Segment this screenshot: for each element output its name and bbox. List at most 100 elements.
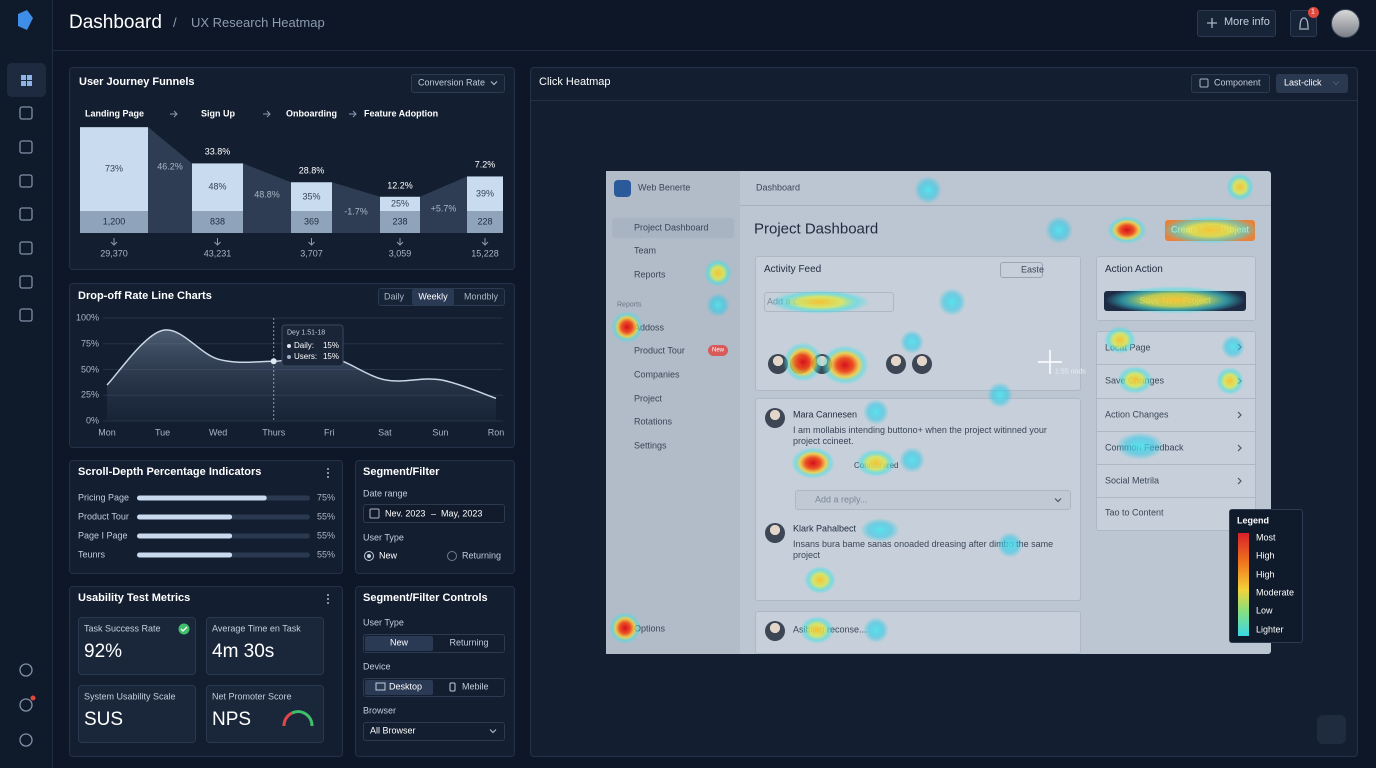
radio-label[interactable]: Returning xyxy=(462,550,502,561)
toggle-option[interactable]: Desktop xyxy=(389,681,423,692)
drop-label: -1.7% xyxy=(344,205,368,216)
browser-dropdown[interactable] xyxy=(363,722,505,741)
legend-scale xyxy=(1238,533,1249,636)
help-button[interactable] xyxy=(1317,715,1346,744)
mock-action-item[interactable]: Common Feedback xyxy=(1105,442,1184,453)
tab[interactable]: Daily xyxy=(383,291,405,302)
metric-label: Average Time en Task xyxy=(212,623,301,634)
avatar[interactable] xyxy=(1331,9,1360,38)
tooltip-value: 15% xyxy=(322,352,339,361)
sidebar-active[interactable] xyxy=(7,63,46,97)
card-title: Click Heatmap xyxy=(539,76,611,89)
legend-label: Lighter xyxy=(1256,624,1284,635)
bar-value-label: 48% xyxy=(208,181,227,192)
mock-button-label[interactable]: Easte xyxy=(1021,264,1045,275)
value-label: 75% xyxy=(317,492,336,503)
tab[interactable]: Mondbly xyxy=(463,291,499,302)
metric-label: Net Promoter Score xyxy=(212,691,292,702)
field-label: User Type xyxy=(363,532,404,543)
toggle-active[interactable] xyxy=(365,636,433,651)
mock-action-item[interactable]: Locat Page xyxy=(1105,342,1151,353)
metric-tile xyxy=(78,685,196,743)
mock-nav-item[interactable]: Companies xyxy=(634,369,680,380)
bar-value-label: 73% xyxy=(104,163,124,174)
tab[interactable]: Weekly xyxy=(418,291,448,302)
funnel-card xyxy=(69,67,515,270)
mock-divider xyxy=(1096,431,1256,432)
drop-label: +5.7% xyxy=(430,202,457,213)
mock-reply-input[interactable] xyxy=(795,490,1071,510)
stage-total: 43,231 xyxy=(203,248,232,259)
x-tick-label: Ron xyxy=(487,427,505,438)
row-label: Pricing Page xyxy=(78,492,130,503)
button-label[interactable]: Last-click xyxy=(1284,77,1322,88)
bar-count: 238 xyxy=(392,216,408,227)
conversion-label: 33.8% xyxy=(204,146,231,157)
mock-nav-item[interactable]: Team xyxy=(634,245,657,256)
mock-comment: I am mollabis intending buttono+ when th… xyxy=(793,425,1047,447)
mock-comment: Insans bura bame sanas onoaded dreasing … xyxy=(793,539,1054,561)
mock-action-item[interactable]: Tao to Content xyxy=(1105,507,1164,518)
card-title: Drop-off Rate Line Charts xyxy=(78,290,212,303)
date-input[interactable] xyxy=(363,504,505,523)
tab-active[interactable] xyxy=(412,289,454,305)
dropdown-label[interactable]: Conversion Rate xyxy=(418,77,486,88)
mock-header: Dashboard xyxy=(756,182,801,193)
stage-total: 15,228 xyxy=(471,248,499,259)
value-label: 55% xyxy=(317,549,336,560)
toggle-option[interactable]: New xyxy=(389,637,409,648)
page-title: Dashboard xyxy=(69,12,162,34)
mock-action-item[interactable]: Save Changes xyxy=(1105,375,1165,386)
mock-placeholder: Add a comment... xyxy=(767,296,838,307)
y-tick-label: 100% xyxy=(75,312,99,323)
component-button[interactable] xyxy=(1191,74,1270,93)
mock-author: Mara Cannesen xyxy=(793,409,858,420)
more-info-button[interactable] xyxy=(1197,10,1276,37)
mock-brand: Web Benerte xyxy=(638,182,691,193)
mock-card-title: Activity Feed xyxy=(764,263,822,275)
mock-nav-item[interactable]: Project Dashboard xyxy=(634,222,709,233)
mock-nav-item[interactable]: Reports xyxy=(634,269,666,280)
metric-dropdown[interactable] xyxy=(411,74,505,93)
y-tick-label: 75% xyxy=(80,338,99,349)
mock-nav-item[interactable]: Product Tour xyxy=(634,345,685,356)
metric-tile xyxy=(78,617,196,675)
stage-label: Landing Page xyxy=(85,108,145,119)
mock-button-label[interactable]: Creats New Projeat xyxy=(1170,224,1250,235)
mock-logo xyxy=(614,180,631,197)
y-tick-label: 50% xyxy=(80,363,99,374)
mock-nav-item[interactable]: Rotations xyxy=(634,416,673,427)
mock-button-label[interactable]: Save New Project xyxy=(1139,295,1211,306)
bar-count: 228 xyxy=(477,216,493,227)
mock-nav-item[interactable]: Addoss xyxy=(634,322,665,333)
mock-card-title: Action Action xyxy=(1105,263,1163,275)
toggle-option[interactable]: Mebile xyxy=(462,681,489,692)
mock-nav-item[interactable]: Options xyxy=(634,623,666,634)
mock-edit-button[interactable] xyxy=(1000,262,1043,278)
button-label[interactable]: Component xyxy=(1214,77,1261,88)
dropoff-card xyxy=(69,283,515,448)
stage-total: 3,707 xyxy=(300,248,323,259)
tooltip-label: Daily: xyxy=(294,341,315,350)
stage-label: Sign Up xyxy=(201,108,235,119)
mock-action-item[interactable]: Action Changes xyxy=(1105,409,1169,420)
mock-nav-item[interactable]: Project xyxy=(634,393,663,404)
field-label: Device xyxy=(363,661,391,672)
mock-action-item[interactable]: Social Metrila xyxy=(1105,475,1160,486)
dropdown-label[interactable]: All Browser xyxy=(370,725,416,736)
radio-label[interactable]: New xyxy=(379,550,398,561)
value-label: 55% xyxy=(317,530,336,541)
legend-label: High xyxy=(1256,569,1275,580)
button-label[interactable]: More info xyxy=(1224,16,1270,29)
stage-total: 3,059 xyxy=(388,248,412,259)
y-tick-label: 25% xyxy=(80,389,99,400)
x-tick-label: Fri xyxy=(324,427,335,438)
field-label: User Type xyxy=(363,617,404,628)
badge xyxy=(1308,7,1319,18)
mock-nav-item[interactable]: Settings xyxy=(634,440,667,451)
mock-author: Asibling reconse... xyxy=(793,624,867,635)
mock-header-line xyxy=(740,205,1271,206)
field-label: Date range xyxy=(363,488,408,499)
toggle-option[interactable]: Returning xyxy=(449,637,489,648)
x-tick-label: Mon xyxy=(98,427,116,438)
